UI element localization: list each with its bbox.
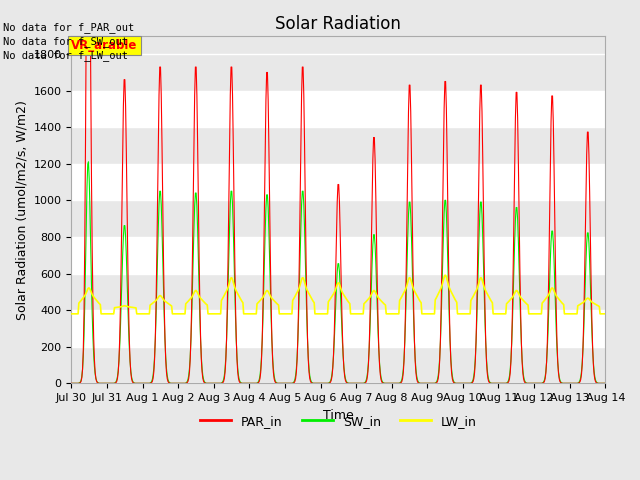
Text: No data for f_SW_out: No data for f_SW_out bbox=[3, 36, 128, 47]
Text: VR_arable: VR_arable bbox=[72, 38, 138, 51]
Title: Solar Radiation: Solar Radiation bbox=[275, 15, 401, 33]
Bar bbox=[72, 91, 605, 127]
X-axis label: Time: Time bbox=[323, 408, 354, 421]
Bar bbox=[72, 164, 605, 201]
Text: No data for f_PAR_out: No data for f_PAR_out bbox=[3, 22, 134, 33]
Y-axis label: Solar Radiation (umol/m2/s, W/m2): Solar Radiation (umol/m2/s, W/m2) bbox=[15, 100, 28, 320]
Bar bbox=[72, 237, 605, 274]
Bar bbox=[72, 310, 605, 347]
Text: No data for f_LW_out: No data for f_LW_out bbox=[3, 50, 128, 61]
Legend: PAR_in, SW_in, LW_in: PAR_in, SW_in, LW_in bbox=[195, 409, 482, 432]
